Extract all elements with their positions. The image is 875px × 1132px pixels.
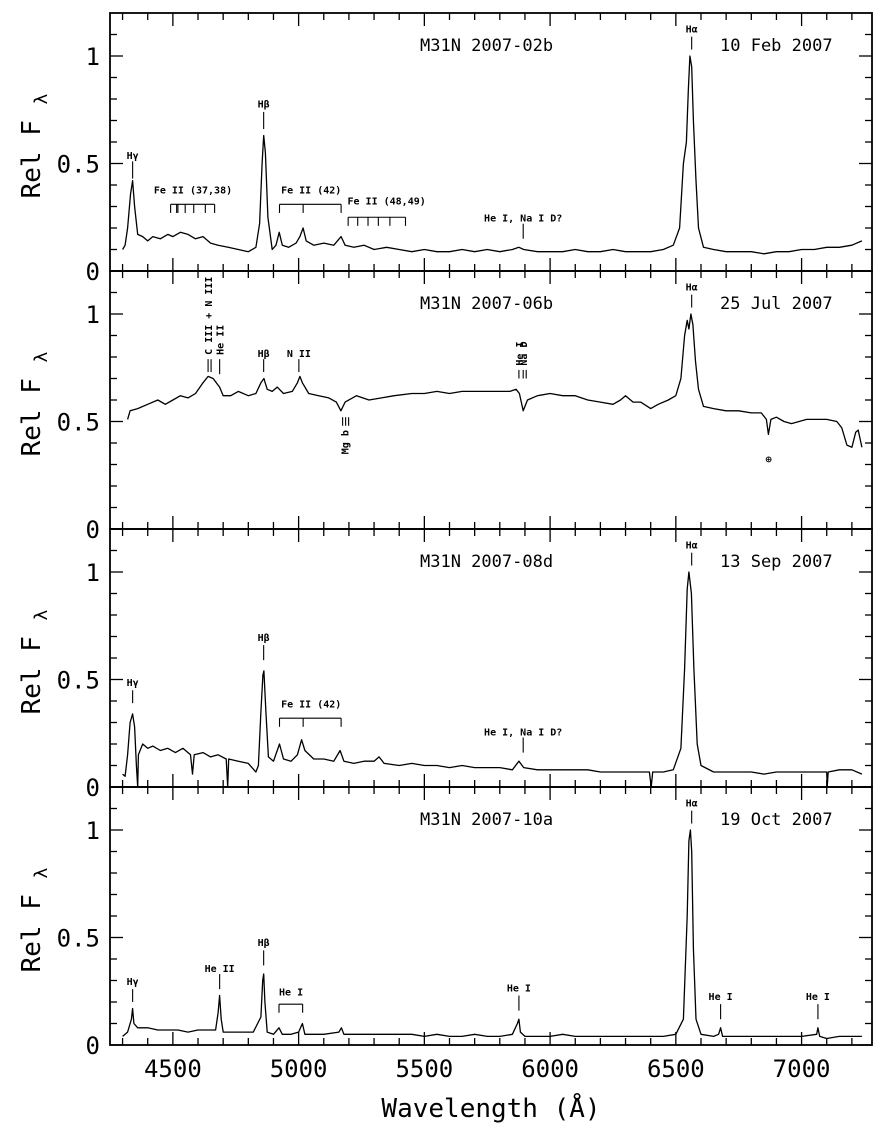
line-label: Hβ (258, 100, 270, 111)
x-tick-label: 4500 (144, 1055, 202, 1083)
panel-date: 19 Oct 2007 (720, 810, 833, 830)
line-label: Hγ (127, 678, 139, 689)
line-label: Hα (686, 798, 698, 809)
y-axis-label-main: Rel F (17, 620, 47, 714)
panel-1: 0 0.5 1 Rel F λ M31N 2007-02b 10 Feb 2007 Hγ Hβ… (17, 12, 873, 286)
vertical-line-label: He II (216, 325, 227, 355)
y-tick-label: 0 (86, 516, 100, 544)
y-tick-label: 0.5 (57, 151, 100, 179)
y-tick-label: 0.5 (57, 409, 100, 437)
panel-2: 0 0.5 1 Rel F λ M31N 2007-06b 25 Jul 2007 Hα Hβ… (17, 270, 873, 544)
spectrum-line (122, 55, 863, 255)
multiplet-label: Fe II (37,38) (154, 186, 232, 197)
panel-name: M31N 2007-10a (420, 810, 553, 830)
y-tick-label: 0 (86, 774, 100, 802)
y-axis-label-sub: λ (31, 93, 52, 104)
line-label: N II (287, 349, 311, 360)
line-label: Hγ (127, 977, 139, 988)
y-axis-label-main: Rel F (17, 878, 47, 972)
panel-name: M31N 2007-06b (420, 294, 553, 314)
vertical-line-label: Na D (519, 342, 530, 366)
spectrum-line (126, 313, 863, 448)
spectrum-line (122, 571, 863, 788)
panel-date: 25 Jul 2007 (720, 294, 833, 314)
line-label: Hα (686, 540, 698, 551)
panel-name: M31N 2007-02b (420, 36, 553, 56)
line-label: He I, Na I D? (484, 727, 562, 738)
panel-date: 13 Sep 2007 (720, 552, 833, 572)
line-label: ⊕ (766, 454, 772, 465)
x-tick-label: 6500 (647, 1055, 705, 1083)
line-label: Hα (686, 282, 698, 293)
line-label: He I, Na I D? (484, 214, 562, 225)
y-tick-label: 0.5 (57, 925, 100, 953)
spectrum-line (122, 829, 862, 1040)
y-axis-label-main: Rel F (17, 104, 47, 198)
panel-4: 0 0.5 1 Rel F λ M31N 2007-10a 19 Oct 2007 Hγ He… (17, 786, 873, 1060)
y-axis-label: Rel F λ (17, 351, 52, 456)
panel-name: M31N 2007-08d (420, 552, 553, 572)
x-tick-label: 7000 (773, 1055, 831, 1083)
panel-3: 0 0.5 1 Rel F λ M31N 2007-08d 13 Sep 2007 Hγ Hβ… (17, 528, 873, 802)
y-axis-label-sub: λ (31, 867, 52, 878)
y-tick-label: 0 (86, 258, 100, 286)
y-axis-label-main: Rel F (17, 362, 47, 456)
multiplet-label: He I (279, 988, 303, 999)
line-label: Hγ (127, 151, 139, 162)
y-axis-label-sub: λ (31, 351, 52, 362)
line-label: Hβ (258, 349, 270, 360)
y-axis-label: Rel F λ (17, 93, 52, 198)
line-label: Hα (686, 24, 698, 35)
y-tick-label: 1 (86, 301, 100, 329)
vertical-line-label: Mg b (341, 430, 352, 454)
multiplet-label: Fe II (42) (281, 699, 341, 710)
multiplet-label: Fe II (48,49) (347, 196, 425, 207)
y-tick-label: 1 (86, 43, 100, 71)
line-label: Hβ (258, 938, 270, 949)
panel-date: 10 Feb 2007 (720, 36, 833, 56)
vertical-line-label: C III + N III (204, 277, 215, 355)
y-tick-label: 0 (86, 1032, 100, 1060)
vertical-line-label: He I (515, 342, 526, 366)
x-tick-label: 6000 (521, 1055, 579, 1083)
multiplet-label: Fe II (42) (281, 186, 341, 197)
x-tick-label: 5000 (270, 1055, 328, 1083)
line-label: He I (709, 992, 733, 1003)
y-axis-label-sub: λ (31, 609, 52, 620)
x-tick-label: 5500 (395, 1055, 453, 1083)
line-label: Hβ (258, 633, 270, 644)
y-tick-label: 0.5 (57, 667, 100, 695)
y-axis-label: Rel F λ (17, 867, 52, 972)
line-label: He I (507, 983, 531, 994)
line-label: He II (205, 964, 235, 975)
y-tick-label: 1 (86, 817, 100, 845)
y-tick-label: 1 (86, 559, 100, 587)
line-label: He I (806, 992, 830, 1003)
x-axis-label: Wavelength (Å) (381, 1092, 600, 1124)
y-axis-label: Rel F λ (17, 609, 52, 714)
